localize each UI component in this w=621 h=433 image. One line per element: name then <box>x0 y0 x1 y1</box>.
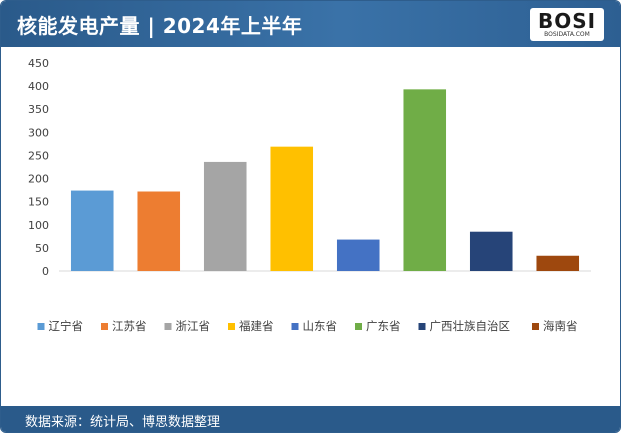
bar-chart: 0 50 100 150 200 250 300 350 400 450 辽宁省 江苏省 浙江省 福建省 山… <box>28 57 591 333</box>
legend-swatch-7 <box>418 323 426 330</box>
logo-text: BOSI <box>537 9 597 33</box>
legend-label-8: 海南省 <box>543 319 578 333</box>
y-tick-label: 400 <box>28 80 49 93</box>
page-title: 核能发电产量 | 2024年上半年 <box>17 14 303 38</box>
bar-5 <box>336 239 380 271</box>
legend-swatch-6 <box>355 323 362 330</box>
y-tick-label: 200 <box>28 173 49 186</box>
bar-1 <box>70 190 114 271</box>
y-tick-label: 300 <box>28 126 49 139</box>
legend-swatch-3 <box>164 323 172 330</box>
bar-4 <box>270 146 314 271</box>
y-tick-label: 150 <box>28 196 49 209</box>
legend-swatch-4 <box>228 323 235 330</box>
legend-label-5: 山东省 <box>303 319 338 333</box>
y-tick-label: 350 <box>28 103 49 116</box>
data-source: 数据来源：统计局、博思数据整理 <box>25 415 221 430</box>
y-tick-label: 100 <box>28 219 49 232</box>
bosi-logo: BOSI BOSIDATA.COM <box>530 8 604 41</box>
logo-subtext: BOSIDATA.COM <box>544 31 590 38</box>
y-tick-label: 50 <box>35 242 49 255</box>
legend-label-3: 浙江省 <box>176 319 211 333</box>
bar-6 <box>403 89 447 271</box>
y-tick-label: 0 <box>42 265 49 278</box>
legend-swatch-2 <box>101 323 108 330</box>
legend-label-6: 广东省 <box>366 319 401 333</box>
legend-label-1: 辽宁省 <box>49 319 84 333</box>
header-bar: 核能发电产量 | 2024年上半年 BOSI BOSIDATA.COM <box>1 1 620 47</box>
footer-bar: 数据来源：统计局、博思数据整理 <box>1 406 620 432</box>
y-tick-label: 450 <box>28 57 49 70</box>
bar-3 <box>203 161 247 271</box>
bar-2 <box>137 191 181 271</box>
legend-swatch-5 <box>291 323 299 330</box>
legend-label-2: 江苏省 <box>112 319 147 333</box>
bar-8 <box>536 255 580 271</box>
legend-swatch-1 <box>37 323 45 330</box>
y-tick-label: 250 <box>28 149 49 162</box>
legend-swatch-8 <box>532 323 539 330</box>
legend-label-7: 广西壮族自治区 <box>430 319 511 333</box>
bar-7 <box>469 231 513 271</box>
legend-label-4: 福建省 <box>239 319 274 333</box>
